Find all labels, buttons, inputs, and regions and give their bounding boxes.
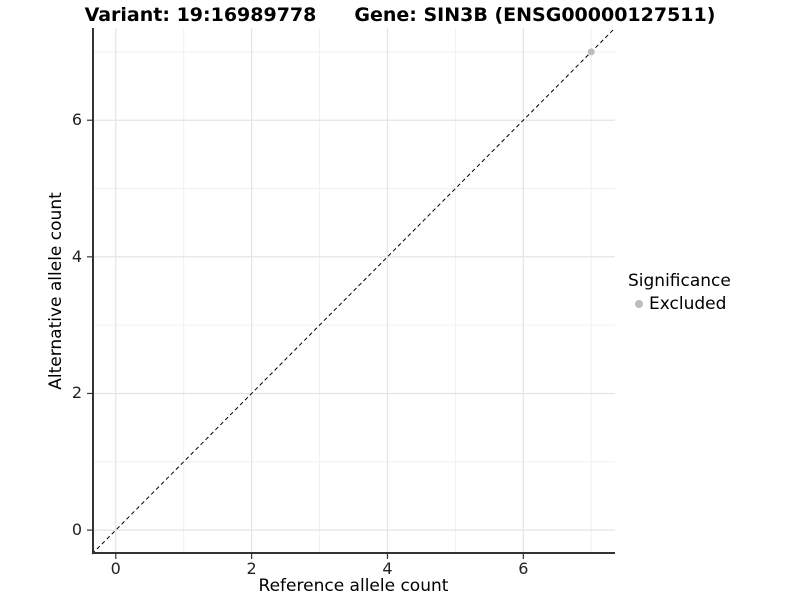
variant-title: Variant: 19:16989778 [84, 4, 317, 26]
plot-canvas [87, 27, 616, 559]
x-tick-label: 4 [382, 559, 393, 578]
y-tick-label: 0 [71, 520, 82, 540]
legend-item-excluded: Excluded [628, 294, 731, 314]
legend-title: Significance [628, 271, 731, 291]
data-point-excluded [587, 48, 595, 56]
identity-reference-line [91, 27, 616, 555]
gene-title: Gene: SIN3B (ENSG00000127511) [354, 4, 716, 26]
y-tick-label: 2 [71, 383, 82, 403]
legend: Significance Excluded [628, 271, 731, 314]
legend-item-label: Excluded [649, 294, 727, 314]
x-tick-label: 6 [518, 559, 529, 578]
y-tick-label: 6 [71, 110, 82, 130]
plot-panel [87, 27, 616, 559]
excluded-point-icon [635, 300, 643, 308]
plot-title: Variant: 19:16989778 Gene: SIN3B (ENSG00… [0, 4, 800, 26]
y-tick-label: 4 [71, 246, 82, 266]
x-tick-label: 0 [110, 559, 121, 578]
x-tick-label: 2 [246, 559, 257, 578]
x-axis-title: Reference allele count [258, 576, 449, 596]
